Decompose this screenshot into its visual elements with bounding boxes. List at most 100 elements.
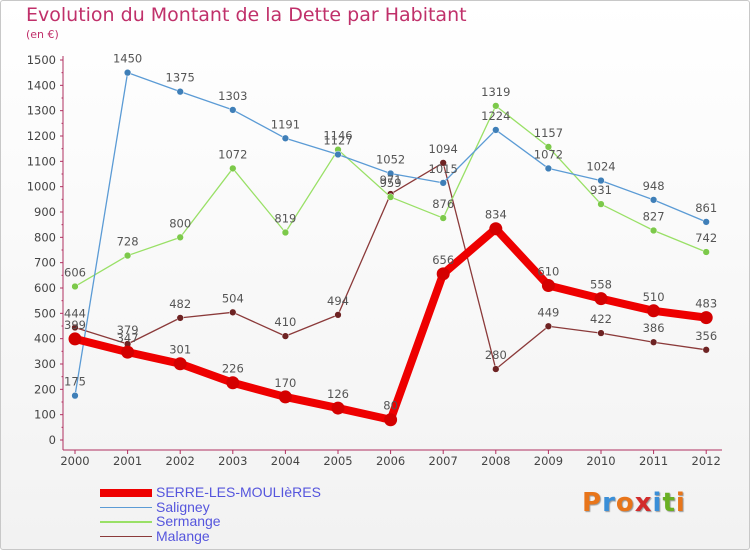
data-point xyxy=(229,164,237,173)
data-point xyxy=(331,401,345,415)
x-tick-label: 2006 xyxy=(376,454,405,468)
x-tick-label: 2010 xyxy=(586,454,615,468)
data-point xyxy=(649,338,658,346)
chart-title: Evolution du Montant de la Dette par Hab… xyxy=(26,4,467,26)
data-point xyxy=(278,390,292,404)
data-label: 610 xyxy=(537,264,559,278)
data-label: 819 xyxy=(274,212,296,226)
data-label: 347 xyxy=(117,331,139,345)
x-tick-label: 2000 xyxy=(60,454,89,468)
data-label: 606 xyxy=(64,265,86,279)
data-label: 800 xyxy=(169,216,191,230)
y-tick-label: 100 xyxy=(34,408,56,422)
data-point xyxy=(702,346,710,354)
data-point xyxy=(123,251,132,260)
data-label: 301 xyxy=(169,343,191,357)
data-label: 510 xyxy=(643,290,665,304)
data-label: 1015 xyxy=(429,162,458,176)
x-tick-label: 2012 xyxy=(692,454,721,468)
data-point xyxy=(649,196,658,204)
data-label: 494 xyxy=(327,294,349,308)
x-tick-label: 2003 xyxy=(218,454,247,468)
x-tick-label: 2002 xyxy=(166,454,195,468)
data-label: 449 xyxy=(537,305,559,319)
y-tick-label: 1500 xyxy=(27,53,56,67)
data-label: 386 xyxy=(643,321,665,335)
data-label: 1024 xyxy=(586,160,615,174)
data-label: 356 xyxy=(695,329,717,343)
x-tick-label: 2011 xyxy=(639,454,668,468)
data-point xyxy=(334,311,342,319)
data-point xyxy=(544,322,553,330)
data-point xyxy=(386,169,395,178)
x-tick-label: 2007 xyxy=(429,454,458,468)
data-label: 1127 xyxy=(323,133,352,147)
data-label: 1319 xyxy=(481,85,510,99)
x-tick-label: 2005 xyxy=(323,454,352,468)
data-label: 742 xyxy=(695,231,717,245)
y-tick-label: 300 xyxy=(34,357,56,371)
data-point xyxy=(541,278,555,292)
data-point xyxy=(71,392,79,400)
data-label: 379 xyxy=(117,323,139,337)
data-label: 876 xyxy=(432,197,454,211)
y-tick-label: 200 xyxy=(34,382,56,396)
data-label: 80 xyxy=(383,399,398,413)
data-label: 834 xyxy=(485,208,507,222)
data-point xyxy=(281,332,290,340)
x-tick-label: 2009 xyxy=(534,454,563,468)
data-point xyxy=(544,143,553,151)
data-label: 959 xyxy=(380,176,402,190)
legend-swatch xyxy=(100,535,152,538)
data-label: 1072 xyxy=(218,147,247,161)
data-point xyxy=(702,248,710,256)
y-tick-label: 1100 xyxy=(27,154,56,168)
data-point xyxy=(176,314,184,322)
data-label: 827 xyxy=(643,209,665,223)
data-point xyxy=(439,179,447,187)
data-label: 482 xyxy=(169,297,191,311)
data-label: 1146 xyxy=(323,129,352,143)
data-point xyxy=(647,304,661,318)
legend-swatch xyxy=(100,489,152,497)
x-tick-label: 2001 xyxy=(113,454,142,468)
y-tick-label: 700 xyxy=(34,256,56,270)
data-label: 558 xyxy=(590,278,612,292)
data-label: 861 xyxy=(695,201,717,215)
data-label: 971 xyxy=(380,173,402,187)
data-point xyxy=(702,218,710,226)
data-point xyxy=(436,267,450,281)
data-point xyxy=(492,365,500,373)
data-label: 175 xyxy=(64,375,86,389)
chart-subtitle: (en €) xyxy=(26,28,59,41)
y-tick-label: 1000 xyxy=(27,180,56,194)
data-point xyxy=(68,332,82,346)
data-label: 728 xyxy=(117,235,139,249)
data-label: 948 xyxy=(643,179,665,193)
data-label: 1450 xyxy=(113,52,142,66)
y-tick-label: 1300 xyxy=(27,104,56,118)
legend-label: Malange xyxy=(156,527,210,544)
data-label: 1375 xyxy=(166,71,195,85)
y-tick-label: 900 xyxy=(34,205,56,219)
y-tick-label: 1200 xyxy=(27,129,56,143)
data-label: 656 xyxy=(432,253,454,267)
data-label: 226 xyxy=(222,362,244,376)
y-tick-label: 600 xyxy=(34,281,56,295)
data-point xyxy=(281,134,290,142)
legend-swatch xyxy=(100,521,152,523)
data-point xyxy=(597,176,605,185)
data-label: 399 xyxy=(64,318,86,332)
x-tick-label: 2008 xyxy=(481,454,510,468)
y-tick-label: 400 xyxy=(34,332,56,346)
data-label: 280 xyxy=(485,348,507,362)
legend-label: Saligney xyxy=(156,498,210,515)
data-label: 1072 xyxy=(534,147,563,161)
data-point xyxy=(594,292,608,306)
data-point xyxy=(229,308,237,316)
data-point xyxy=(597,329,605,337)
data-label: 422 xyxy=(590,312,612,326)
data-label: 1094 xyxy=(429,142,458,156)
data-label: 504 xyxy=(222,291,244,305)
data-point xyxy=(699,311,713,325)
